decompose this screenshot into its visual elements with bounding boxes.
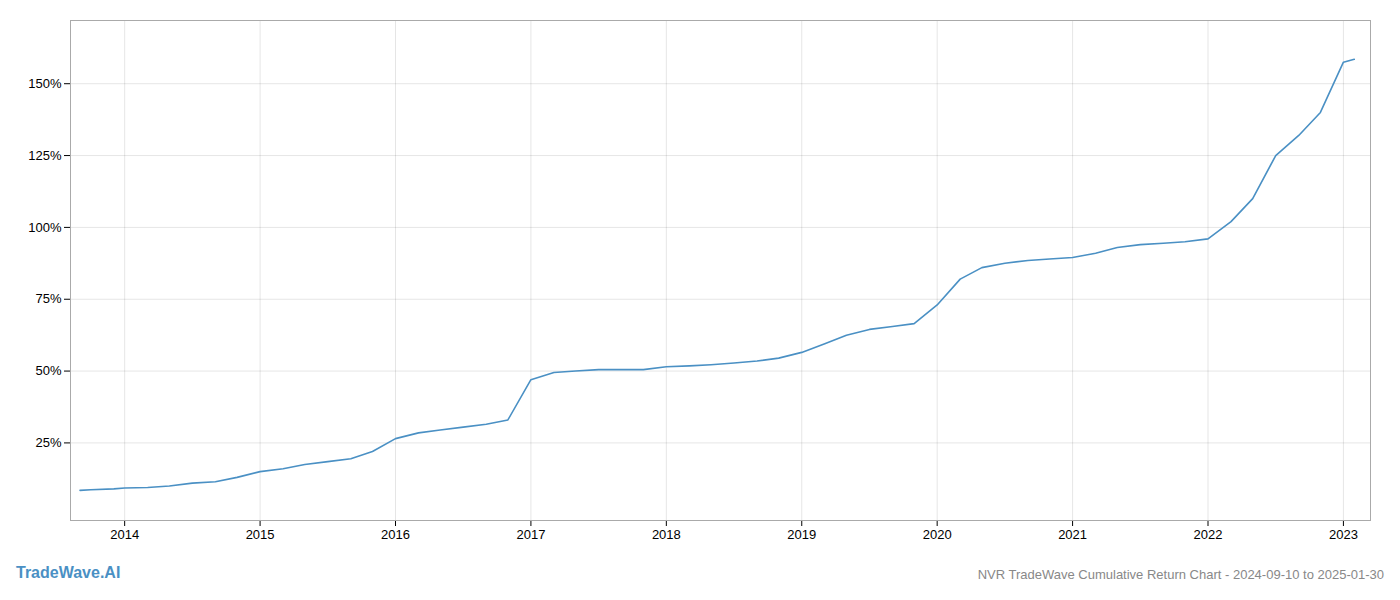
svg-text:2018: 2018 bbox=[652, 527, 681, 542]
html-text:NVR TradeWave Cumulative Retur: NVR TradeWave Cumulative Return Chart - … bbox=[977, 567, 1384, 582]
svg-text:2023: 2023 bbox=[1329, 527, 1358, 542]
svg-text:2022: 2022 bbox=[1194, 527, 1223, 542]
svg-text:2017: 2017 bbox=[516, 527, 545, 542]
svg-text:2015: 2015 bbox=[246, 527, 275, 542]
svg-text:100%: 100% bbox=[28, 220, 62, 235]
svg-text:50%: 50% bbox=[35, 363, 61, 378]
html-text:TradeWave.AI: TradeWave.AI bbox=[16, 564, 121, 581]
svg-text:25%: 25% bbox=[35, 435, 61, 450]
svg-text:75%: 75% bbox=[35, 291, 61, 306]
svg-text:125%: 125% bbox=[28, 148, 62, 163]
svg-text:2016: 2016 bbox=[381, 527, 410, 542]
svg-text:2014: 2014 bbox=[110, 527, 139, 542]
svg-text:2021: 2021 bbox=[1058, 527, 1087, 542]
svg-text:2020: 2020 bbox=[923, 527, 952, 542]
svg-text:150%: 150% bbox=[28, 76, 62, 91]
svg-text:2019: 2019 bbox=[787, 527, 816, 542]
